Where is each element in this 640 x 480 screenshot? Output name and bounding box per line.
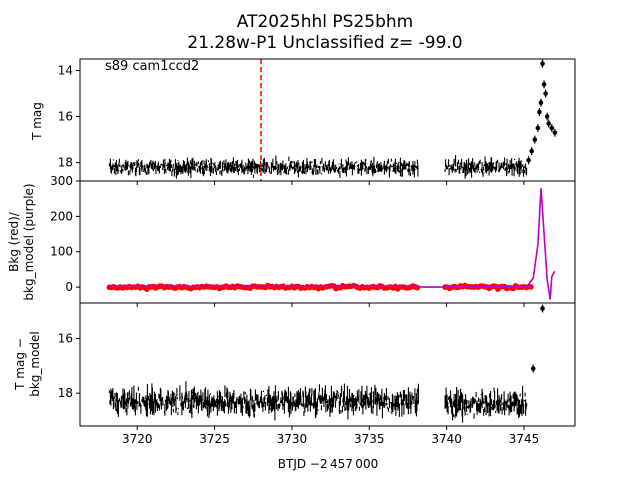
top-ytick-label: 14 [58, 64, 73, 78]
x-tick-label: 3725 [199, 432, 230, 446]
x-tick-label: 3730 [277, 432, 308, 446]
bkg-model-line [418, 188, 556, 300]
difference-panel: 16 18 3720 3725 3730 3735 3740 3745 [58, 302, 576, 446]
bottom-data-segment [108, 381, 419, 421]
top-data-point [526, 157, 531, 163]
background-panel: 0 100 200 300 [50, 174, 576, 307]
x-tick-label: 3745 [509, 432, 540, 446]
top-data-point [546, 121, 552, 126]
bottom-ylabel-line1: T mag − [13, 338, 27, 391]
chart-title-line2: 21.28w-P1 Unclassified z= -99.0 [187, 33, 462, 53]
middle-ytick-label: 0 [65, 280, 73, 294]
x-tick-label: 3720 [122, 432, 153, 446]
chart-title-line1: AT2025hhl PS25bhm [237, 12, 413, 32]
top-data-point [529, 148, 534, 154]
bottom-data-point [540, 306, 545, 311]
bottom-ytick-label: 16 [58, 332, 73, 346]
top-data-point [532, 137, 538, 142]
top-data-point [549, 125, 555, 131]
top-data-point [538, 100, 544, 106]
bottom-data-segment [444, 385, 528, 423]
top-data-point [552, 130, 558, 135]
middle-ytick-label: 300 [50, 174, 73, 188]
bottom-frame [79, 302, 576, 427]
bottom-data-point [530, 366, 536, 371]
middle-ylabel-line1: Bkg (red)/ [7, 211, 21, 272]
top-ytick-label: 18 [58, 156, 73, 170]
top-data-point [544, 114, 550, 119]
top-data-point [541, 82, 547, 87]
x-tick-label: 3735 [354, 432, 385, 446]
bottom-ytick-label: 18 [58, 386, 73, 400]
top-data-segment [108, 155, 419, 179]
top-ytick-label: 16 [58, 110, 73, 124]
middle-ytick-label: 200 [50, 209, 73, 223]
middle-ytick-label: 100 [50, 245, 73, 259]
lightcurve-panel: 14 16 18 [58, 58, 576, 185]
x-tick-label: 3740 [431, 432, 462, 446]
top-data-segment [444, 155, 528, 179]
top-data-point [535, 125, 541, 131]
sector-annotation: s89 cam1ccd2 [105, 59, 199, 74]
top-data-point [543, 91, 548, 96]
bottom-ylabel-line2: bkg_model [28, 331, 42, 397]
top-data-point [540, 61, 545, 66]
middle-ylabel-line2: bkg_model (purple) [22, 183, 36, 300]
top-ylabel: T mag [30, 102, 44, 141]
top-data-point [537, 109, 542, 115]
x-axis-label: BTJD −2 457 000 [278, 457, 378, 471]
